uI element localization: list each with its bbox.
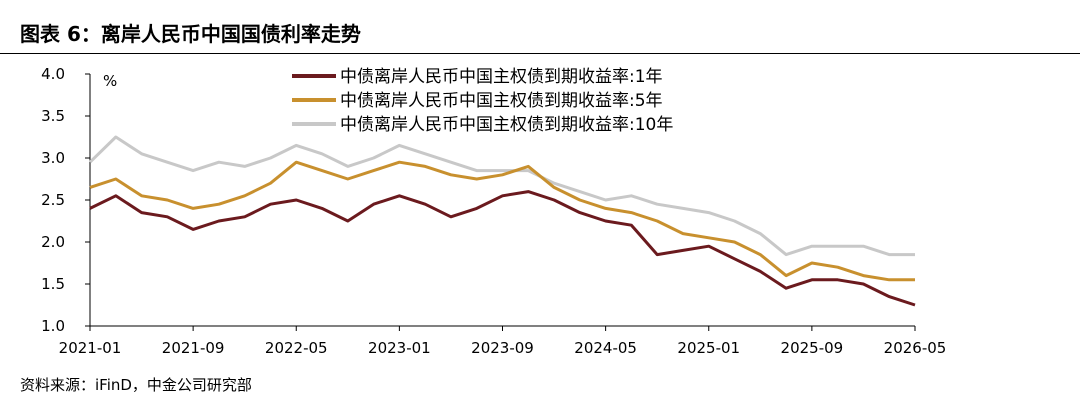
y-tick-label: 4.0 [41,65,65,83]
chart-title: 图表 6：离岸人民币中国国债利率走势 [20,22,361,46]
x-tick-label: 2023-09 [471,339,534,357]
x-tick-label: 2022-05 [265,339,328,357]
legend-label-1: 中债离岸人民币中国主权债到期收益率:1年 [340,67,663,87]
title-divider [0,53,1080,54]
x-tick-label: 2025-01 [677,339,740,357]
x-tick-label: 2024-05 [574,339,637,357]
series-line-1 [89,190,916,307]
legend-label-2: 中债离岸人民币中国主权债到期收益率:5年 [340,91,663,111]
x-tick-label: 2023-01 [368,339,431,357]
legend-label-3: 中债离岸人民币中国主权债到期收益率:10年 [340,115,673,135]
series-line-3 [88,135,915,257]
y-tick-label: 3.5 [41,107,65,125]
x-tick-label: 2021-01 [59,339,122,357]
series-line-2 [89,160,915,282]
y-axis-ticks: 4.0 3.5 3.0 2.5 2.0 1.5 1.0 [41,65,90,335]
source-note: 资料来源：iFinD，中金公司研究部 [20,376,252,394]
y-tick-label: 3.0 [41,149,65,167]
chart-legend: 中债离岸人民币中国主权债到期收益率:1年中债离岸人民币中国主权债到期收益率:5年… [292,67,673,135]
series-lines [88,135,916,307]
y-tick-label: 2.5 [41,191,65,209]
chart-axes [89,74,915,327]
y-axis-unit: % [103,72,117,90]
x-tick-label: 2025-09 [781,339,844,357]
y-tick-label: 1.5 [41,275,65,293]
y-tick-label: 2.0 [41,233,65,251]
x-tick-label: 2021-09 [162,339,225,357]
x-axis-ticks: 2021-01 2021-09 2022-05 2023-01 2023-09 2024-… [59,326,947,357]
x-tick-label: 2026-05 [884,339,947,357]
y-tick-label: 1.0 [41,317,65,335]
